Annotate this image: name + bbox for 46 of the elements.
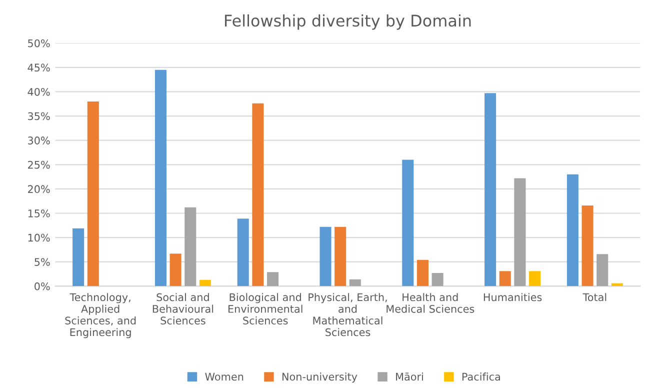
x-tick-label: Health and Medical Sciences (386, 293, 474, 313)
bar (402, 160, 414, 286)
bar (349, 279, 361, 286)
x-tick-label: Total (582, 293, 606, 302)
y-tick-label: 30% (28, 136, 50, 144)
bar (529, 271, 541, 286)
x-tick-label: Humanities (484, 293, 542, 302)
bar (514, 178, 526, 286)
bar (154, 70, 166, 286)
bar (416, 260, 428, 286)
bar (596, 254, 608, 286)
bar (184, 207, 196, 286)
y-tick-label: 15% (28, 209, 50, 218)
bar (320, 226, 332, 286)
x-tick-label: Biological and Environmental Sciences (228, 293, 302, 324)
legend-label: Pacifica (462, 372, 500, 381)
bar (484, 93, 496, 286)
bar (499, 271, 511, 286)
x-tick-label: Social and Behavioural Sciences (152, 293, 214, 324)
chart-title: Fellowship diversity by Domain (225, 14, 471, 30)
y-tick-label: 40% (28, 88, 50, 96)
legend-label: Women (205, 372, 244, 381)
legend-label: Non-university (282, 372, 358, 383)
bar (611, 283, 623, 286)
bar (87, 101, 99, 286)
y-tick-label: 0% (34, 282, 50, 290)
x-tick-label: Technology, Applied Sciences, and Engineering (65, 293, 136, 338)
bar (582, 205, 594, 286)
y-tick-label: 50% (28, 39, 50, 48)
y-tick-label: 10% (28, 234, 50, 242)
y-tick-label: 45% (28, 64, 50, 72)
y-tick-label: 25% (28, 160, 50, 169)
bar (199, 280, 211, 286)
bar (432, 273, 444, 286)
x-tick-label: Physical, Earth, and Mathematical Sciences (308, 293, 387, 336)
bar (252, 103, 264, 286)
y-tick-label: 5% (34, 258, 50, 266)
bar (267, 272, 279, 286)
bar (170, 254, 182, 286)
bar (237, 218, 249, 286)
bar (72, 228, 84, 286)
y-tick-label: 35% (28, 112, 50, 120)
bar (334, 226, 346, 286)
bar (566, 174, 578, 286)
y-tick-label: 20% (28, 185, 50, 194)
legend-label: Māori (396, 372, 423, 381)
